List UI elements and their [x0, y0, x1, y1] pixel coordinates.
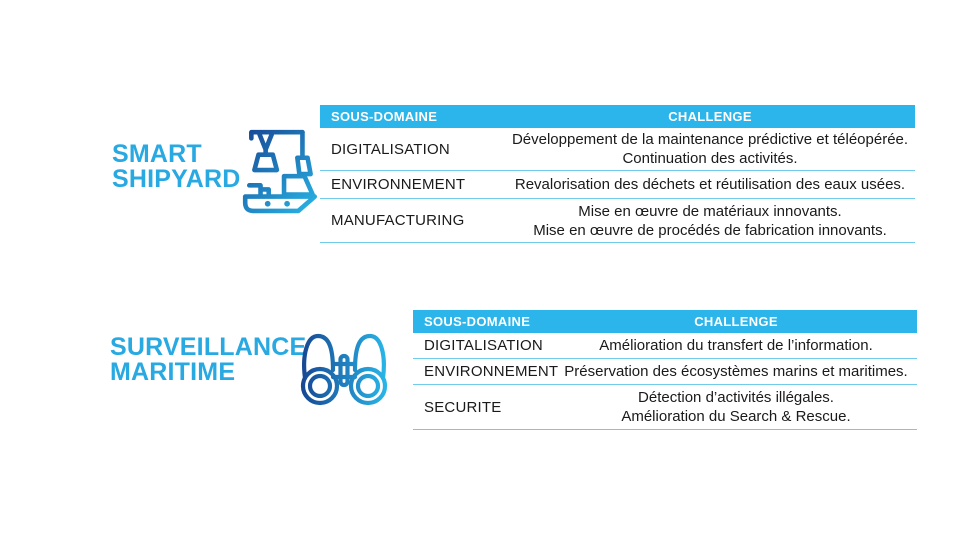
challenge-cell: Revalorisation des déchets et réutilisat…	[505, 175, 915, 194]
challenge-cell: Mise en œuvre de matériaux innovants. Mi…	[505, 202, 915, 240]
sous-domaine-cell: SECURITE	[424, 398, 502, 416]
sous-domaine-cell: ENVIRONNEMENT	[331, 176, 466, 193]
challenges-table: SOUS-DOMAINE CHALLENGE DIGITALISATION Dé…	[320, 105, 915, 243]
challenge-cell: Amélioration du transfert de l’informati…	[555, 336, 917, 355]
challenge-line: Mise en œuvre de procédés de fabrication…	[533, 221, 887, 239]
table-row: DIGITALISATION Développement de la maint…	[320, 128, 915, 171]
table-row: MANUFACTURING Mise en œuvre de matériaux…	[320, 199, 915, 243]
sous-domaine-cell: MANUFACTURING	[331, 212, 465, 229]
challenge-line: Préservation des écosystèmes marins et m…	[564, 363, 908, 380]
sous-domaine-cell: ENVIRONNEMENT	[424, 363, 559, 380]
table-row: ENVIRONNEMENT Revalorisation des déchets…	[320, 171, 915, 199]
challenge-line: Détection d’activités illégales.	[638, 389, 834, 406]
section-title-line: MARITIME	[110, 358, 236, 386]
sous-domaine-cell: DIGITALISATION	[331, 140, 450, 158]
challenges-table: SOUS-DOMAINE CHALLENGE DIGITALISATION Am…	[413, 310, 917, 430]
section-title: SMART SHIPYARD	[112, 142, 241, 192]
binoculars-icon	[297, 330, 391, 415]
challenge-cell: Développement de la maintenance prédicti…	[505, 130, 915, 168]
section-title-line: SURVEILLANCE	[110, 333, 307, 361]
column-header-challenge: CHALLENGE	[694, 314, 778, 329]
section-title: SURVEILLANCE MARITIME	[110, 335, 306, 385]
section-title-line: SHIPYARD	[112, 165, 241, 193]
sous-domaine-cell: DIGITALISATION	[424, 337, 543, 354]
challenge-line: Amélioration du Search & Rescue.	[621, 408, 851, 425]
column-header-sous-domaine: SOUS-DOMAINE	[331, 109, 438, 124]
column-header-challenge: CHALLENGE	[668, 109, 752, 124]
table-row: SECURITE Détection d’activités illégales…	[413, 385, 917, 430]
table-row: DIGITALISATION Amélioration du transfert…	[413, 333, 917, 359]
table-header-row: SOUS-DOMAINE CHALLENGE	[320, 105, 915, 128]
challenge-line: Amélioration du transfert de l’informati…	[599, 337, 873, 354]
column-header-sous-domaine: SOUS-DOMAINE	[424, 314, 531, 329]
challenge-line: Développement de la maintenance prédicti…	[511, 131, 909, 148]
section-title-line: SMART	[112, 140, 202, 168]
challenge-cell: Préservation des écosystèmes marins et m…	[555, 362, 917, 381]
challenge-cell: Détection d’activités illégales. Amélior…	[555, 388, 917, 426]
challenge-line: Continuation des activités.	[622, 150, 798, 167]
table-header-row: SOUS-DOMAINE CHALLENGE	[413, 310, 917, 333]
challenge-line: Revalorisation des déchets et réutilisat…	[514, 176, 906, 193]
challenge-line: Mise en œuvre de matériaux innovants.	[578, 202, 842, 220]
cargo-ship-crane-icon	[241, 123, 323, 220]
table-row: ENVIRONNEMENT Préservation des écosystèm…	[413, 359, 917, 385]
